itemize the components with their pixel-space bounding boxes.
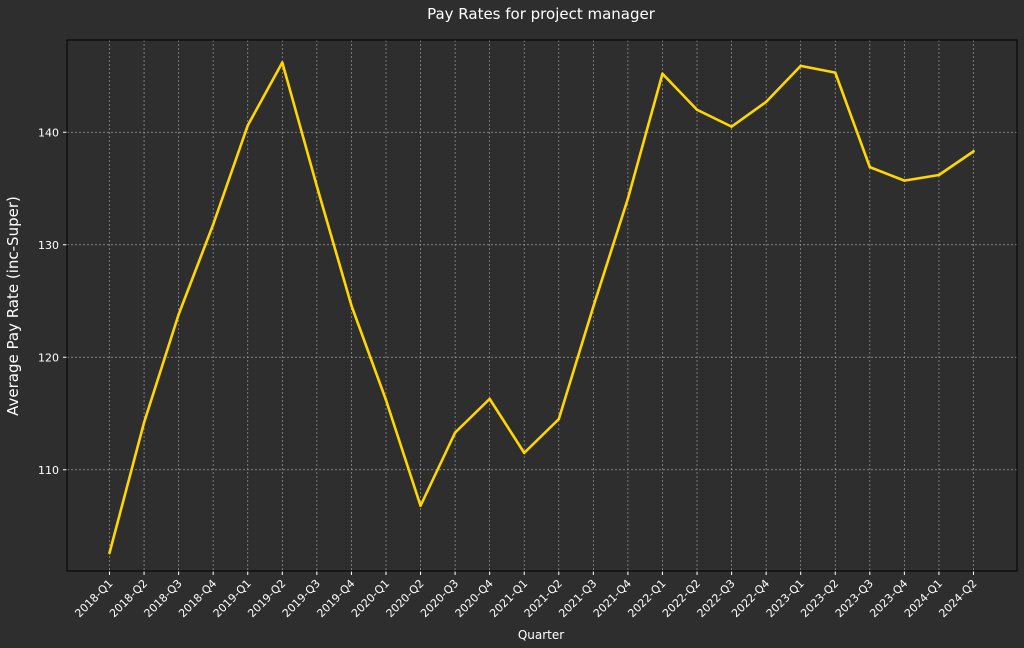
y-tick-label: 130 — [38, 239, 59, 252]
chart-title: Pay Rates for project manager — [427, 5, 656, 23]
data-point — [557, 417, 560, 421]
data-point — [246, 124, 249, 127]
data-point — [488, 397, 491, 401]
data-point — [384, 398, 388, 402]
series-line — [108, 61, 975, 555]
x-axis-ticks: 2018-Q12018-Q22018-Q32018-Q42019-Q12019-… — [72, 571, 980, 620]
data-point — [695, 108, 699, 111]
data-point — [799, 64, 802, 68]
y-tick-label: 120 — [38, 351, 59, 364]
data-point — [142, 421, 146, 424]
data-point — [592, 305, 595, 308]
x-axis-label: Quarter — [518, 628, 564, 642]
data-point — [868, 165, 872, 169]
y-tick-label: 110 — [38, 464, 59, 477]
data-point — [419, 504, 422, 507]
y-axis-ticks: 110 120 130 140 — [38, 126, 67, 477]
grid-layer — [67, 40, 1017, 571]
data-point — [453, 431, 457, 434]
data-point — [937, 173, 941, 177]
data-point — [211, 223, 215, 226]
y-tick-label: 140 — [38, 126, 59, 139]
data-point — [903, 179, 906, 182]
data-point — [177, 313, 180, 316]
data-point — [972, 150, 975, 153]
data-point — [523, 451, 526, 455]
plot-frame — [66, 39, 1018, 572]
data-point — [315, 185, 319, 188]
data-point — [281, 61, 284, 64]
series-layer — [108, 61, 975, 555]
y-axis-label: Average Pay Rate (inc-Super) — [4, 196, 22, 416]
data-point — [834, 71, 837, 74]
data-point — [108, 551, 111, 555]
x-tick-label: 2024-Q2 — [936, 577, 979, 620]
data-point — [350, 304, 353, 307]
data-point — [764, 100, 768, 104]
data-point — [661, 72, 664, 75]
data-point — [626, 197, 630, 200]
data-point — [730, 125, 733, 128]
